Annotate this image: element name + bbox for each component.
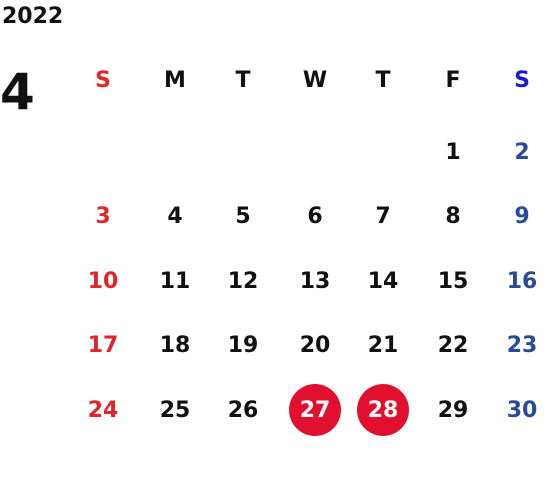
day-number: 4 [167,204,183,229]
highlight-circle [357,384,409,436]
weekday-label: W [302,67,328,93]
highlight-circle [289,384,341,436]
day-number: 3 [95,204,111,229]
day-number: 10 [87,268,119,294]
weekday-label: T [235,67,251,93]
weekday-label: M [164,67,186,93]
day-number: 29 [437,397,469,423]
day-number: 11 [159,268,191,294]
day-number: 14 [367,268,399,294]
day-number: 7 [375,204,391,229]
day-number: 20 [299,333,331,358]
day-number: 12 [227,268,259,294]
day-number: 26 [227,397,259,423]
day-number: 28 [367,397,399,423]
day-number: 23 [506,333,538,358]
day-number: 24 [87,397,119,423]
day-number: 2 [514,139,530,165]
weekday-label: F [445,67,461,93]
day-number: 9 [514,204,530,229]
year: 2022 [2,4,64,29]
day-number: 30 [506,397,538,423]
day-number: 25 [159,397,191,423]
day-number: 8 [445,204,461,229]
day-number: 19 [227,333,259,358]
month: 4 [0,63,35,121]
day-number: 22 [437,333,469,358]
weekday-label: T [375,67,391,93]
day-number: 21 [367,333,399,358]
day-number: 15 [437,268,469,294]
weekday-label: S [95,67,111,93]
day-number: 18 [159,333,191,358]
day-number: 16 [506,268,538,294]
day-number: 17 [87,333,119,358]
day-number: 6 [307,204,323,229]
day-number: 5 [235,204,251,229]
weekday-label: S [514,67,530,93]
day-number: 27 [299,397,331,423]
day-number: 13 [299,268,331,294]
day-number: 1 [445,139,461,165]
